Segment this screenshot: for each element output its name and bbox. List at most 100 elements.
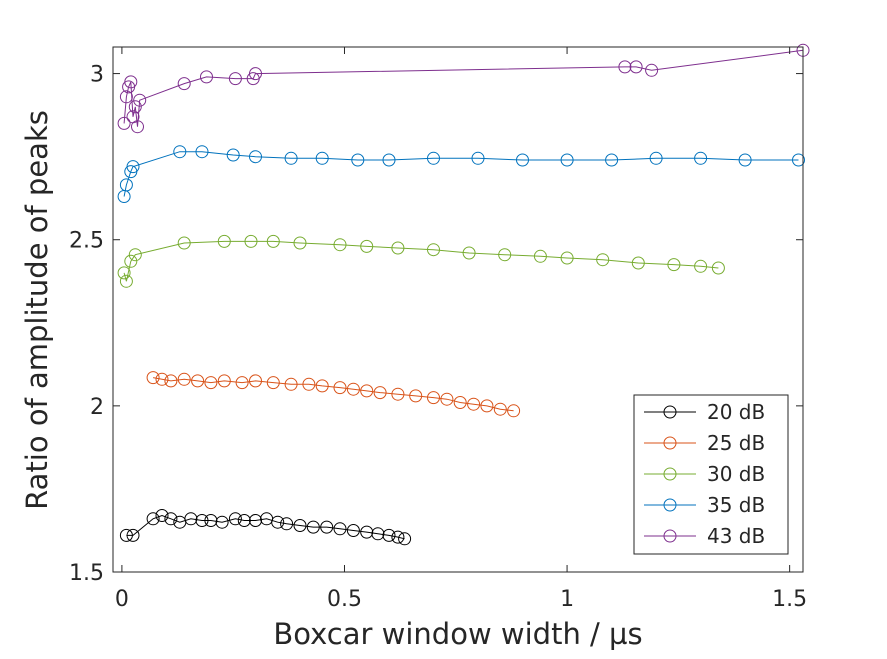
x-axis-label: Boxcar window width / µs	[273, 617, 642, 651]
data-point-20-db	[306, 520, 320, 534]
data-point-20-db	[333, 522, 347, 536]
data-point-43-db	[128, 100, 142, 114]
data-point-20-db	[280, 517, 294, 531]
data-point-25-db	[235, 376, 249, 390]
data-point-35-db	[315, 151, 329, 165]
data-point-25-db	[302, 377, 316, 391]
data-point-20-db	[391, 530, 405, 544]
data-point-20-db	[382, 528, 396, 542]
data-point-30-db	[119, 274, 133, 288]
data-point-25-db	[249, 374, 262, 388]
legend-marker	[663, 405, 677, 419]
data-point-35-db	[694, 151, 708, 165]
legend-item-35-db: 35 dB	[644, 493, 765, 517]
data-point-20-db	[360, 525, 374, 539]
data-point-30-db	[117, 266, 131, 280]
data-point-25-db	[155, 372, 169, 386]
data-point-30-db	[293, 236, 307, 250]
data-point-20-db	[215, 515, 229, 529]
series-43-db	[117, 43, 810, 134]
data-point-20-db	[126, 528, 140, 542]
data-point-35-db	[351, 153, 365, 167]
legend-marker	[663, 529, 677, 543]
data-point-30-db	[498, 248, 512, 262]
data-point-43-db	[249, 67, 262, 81]
data-point-30-db	[427, 243, 440, 257]
data-point-25-db	[191, 374, 205, 388]
legend-item-25-db: 25 dB	[644, 431, 765, 455]
legend-item-30-db: 30 dB	[644, 462, 765, 486]
data-point-43-db	[618, 60, 632, 74]
data-point-25-db	[427, 391, 440, 405]
data-point-43-db	[117, 116, 131, 130]
legend: 20 dB 25 dB 30 dB 35 dB 43 dB	[633, 394, 789, 555]
legend-box	[633, 394, 789, 555]
data-point-20-db	[164, 512, 178, 526]
data-point-30-db	[667, 258, 681, 272]
data-point-25-db	[453, 396, 467, 409]
data-point-25-db	[493, 402, 507, 416]
data-point-43-db	[228, 72, 242, 86]
data-point-25-db	[391, 387, 405, 401]
data-point-43-db	[133, 93, 147, 107]
series-25-db	[146, 371, 521, 418]
data-point-30-db	[217, 234, 231, 248]
data-point-35-db	[195, 145, 209, 159]
data-point-30-db	[596, 253, 610, 267]
data-point-35-db	[126, 160, 140, 174]
data-point-20-db	[371, 527, 385, 541]
data-point-35-db	[792, 153, 805, 167]
data-point-25-db	[346, 382, 360, 396]
data-point-35-db	[284, 151, 298, 165]
data-point-35-db	[605, 153, 619, 167]
series-line-43-db	[123, 49, 804, 127]
y-tick-label: 3	[90, 63, 104, 88]
data-point-25-db	[315, 379, 329, 393]
data-point-20-db	[195, 514, 209, 527]
data-point-25-db	[440, 392, 454, 406]
series-layer	[117, 43, 810, 546]
data-point-30-db	[391, 241, 405, 255]
data-point-25-db	[164, 374, 178, 388]
data-point-35-db	[649, 151, 663, 165]
legend-marker	[663, 498, 677, 512]
data-point-25-db	[217, 374, 231, 388]
data-point-30-db	[462, 246, 476, 260]
x-tick-label: 0	[115, 587, 129, 612]
data-point-20-db	[237, 514, 251, 527]
legend-item-20-db: 20 dB	[644, 400, 765, 424]
data-point-43-db	[645, 63, 659, 77]
data-point-20-db	[228, 512, 242, 526]
legend-label: 25 dB	[707, 431, 765, 455]
y-axis: 1.5 2 2.5 3	[69, 63, 803, 586]
series-line-30-db	[123, 240, 719, 282]
data-point-30-db	[266, 234, 280, 248]
data-point-30-db	[124, 254, 138, 268]
data-point-43-db	[200, 70, 213, 84]
data-point-20-db	[271, 515, 285, 529]
legend-label: 35 dB	[707, 493, 765, 517]
series-line-25-db	[153, 377, 514, 412]
data-point-43-db	[131, 120, 144, 134]
data-point-20-db	[398, 532, 412, 546]
data-point-43-db	[629, 60, 643, 74]
data-point-43-db	[119, 90, 133, 104]
data-point-20-db	[119, 528, 133, 542]
legend-marker	[663, 436, 677, 450]
data-point-35-db	[560, 153, 574, 167]
data-point-35-db	[738, 153, 752, 167]
data-point-25-db	[266, 376, 280, 390]
data-point-43-db	[124, 75, 138, 89]
data-point-35-db	[427, 151, 440, 165]
data-point-20-db	[320, 520, 334, 534]
data-point-25-db	[146, 371, 160, 385]
data-point-25-db	[409, 389, 423, 403]
data-point-30-db	[631, 256, 645, 270]
data-point-30-db	[711, 261, 725, 275]
data-point-30-db	[333, 238, 347, 252]
data-point-20-db	[155, 509, 169, 522]
x-axis: 0 0.5 1 1.5	[115, 47, 807, 612]
legend-label: 43 dB	[707, 524, 765, 548]
legend-marker	[663, 467, 677, 481]
